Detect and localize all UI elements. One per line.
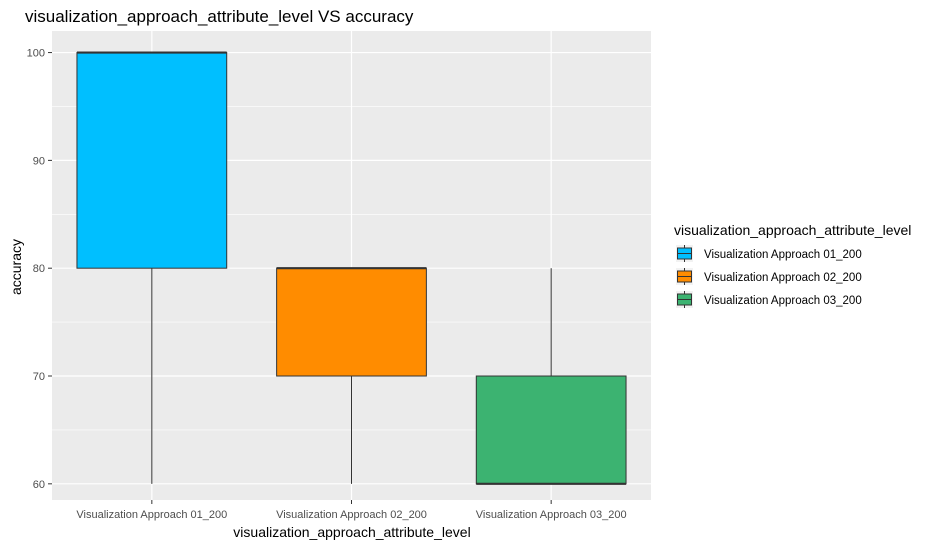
y-tick-label: 60	[33, 479, 45, 491]
x-tick-label: Visualization Approach 03_200	[476, 509, 627, 521]
y-axis-title: accuracy	[8, 239, 24, 295]
legend-label: Visualization Approach 03_200	[704, 295, 862, 307]
legend-item: Visualization Approach 03_200	[676, 291, 862, 308]
chart-title: visualization_approach_attribute_level V…	[25, 7, 414, 26]
y-tick-label: 80	[33, 263, 45, 275]
y-tick-label: 90	[33, 155, 45, 167]
legend-label: Visualization Approach 01_200	[704, 249, 862, 261]
x-tick-label: Visualization Approach 02_200	[276, 509, 427, 521]
box-2	[276, 267, 427, 484]
box-3	[475, 268, 627, 485]
legend-item: Visualization Approach 01_200	[676, 245, 862, 262]
legend: visualization_approach_attribute_level V…	[674, 222, 911, 308]
x-axis: Visualization Approach 01_200 Visualizati…	[76, 500, 627, 521]
box-1	[76, 51, 228, 484]
legend-item: Visualization Approach 02_200	[676, 268, 862, 285]
y-axis: 60 70 80 90 100	[27, 48, 52, 491]
x-tick-label: Visualization Approach 01_200	[76, 509, 227, 521]
x-axis-title: visualization_approach_attribute_level	[233, 524, 470, 540]
legend-label: Visualization Approach 02_200	[704, 272, 862, 284]
y-tick-label: 100	[27, 48, 45, 60]
box-body	[475, 375, 627, 485]
y-tick-label: 70	[33, 371, 45, 383]
box-body	[76, 52, 228, 269]
plot-panel	[52, 31, 651, 500]
box-body	[276, 267, 427, 377]
legend-title: visualization_approach_attribute_level	[674, 222, 911, 238]
